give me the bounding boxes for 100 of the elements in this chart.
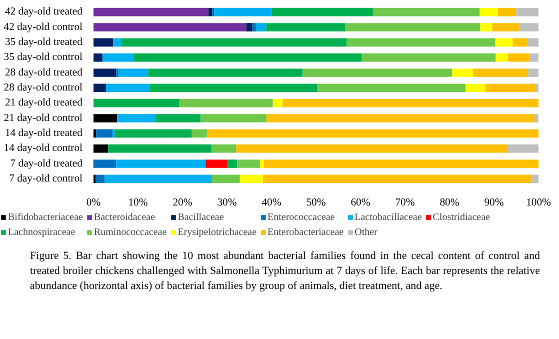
bar [102, 53, 134, 62]
bar [94, 53, 102, 62]
y-tick-label: 14 day-old control [4, 143, 83, 154]
bar [519, 23, 538, 32]
bar [94, 68, 116, 77]
bar [498, 8, 516, 16]
bar [534, 114, 538, 122]
y-tick-label: 28 day-old treated [4, 67, 84, 78]
bar [94, 23, 246, 32]
legend-label: Bacteroidaceae [94, 211, 156, 223]
bar [362, 53, 496, 62]
caption: Figure 5. Bar chart showing the 10 most abundant bacterial families found in the cecal content of control and treated broiler chickens challenged with Salmonella Typhimurium at 7 days of life. Each bar represents the relative abundance (horizontal axis) of bacterial families by group of animals, diet treatment, and age. [30, 249, 540, 294]
bar [155, 114, 201, 122]
bar [302, 68, 452, 77]
legend-label: Erysipelotrichaceae [178, 226, 257, 238]
bar [113, 38, 122, 47]
y-tick-label: 7 day-old control [9, 173, 83, 184]
bar [214, 8, 272, 16]
bar [96, 129, 113, 138]
bar [535, 84, 538, 92]
legend-label: Bifidobacteriaceae [8, 211, 83, 223]
legend-label: Ruminococcaceae [94, 226, 167, 238]
bar [206, 129, 538, 138]
bar [94, 98, 180, 108]
bar [263, 174, 532, 184]
bar [506, 144, 538, 153]
bar [256, 23, 266, 32]
bar [240, 174, 264, 184]
x-tick-label: 40% [262, 198, 282, 208]
bar [108, 144, 212, 153]
bar [252, 23, 256, 32]
y-tick-label: 35 day-old control [4, 52, 83, 64]
bar [148, 68, 303, 77]
legend-label: Lactobacillaceae [354, 211, 422, 223]
legend-label: Enterococcaceae [268, 211, 335, 223]
bar [529, 53, 538, 62]
legend-label: Enterobacteriaceae [268, 226, 344, 238]
x-tick-label: 80% [440, 198, 460, 208]
bar [114, 129, 192, 138]
bar [452, 68, 474, 77]
y-tick-label: 35 day-old treated [4, 36, 84, 48]
bar [480, 23, 492, 32]
x-tick-label: 90% [484, 198, 504, 208]
bar [208, 8, 212, 16]
bar [496, 53, 508, 62]
bar [179, 98, 273, 108]
bar [372, 8, 480, 16]
y-tick-label: 7 day-old treated [10, 158, 84, 170]
bar [266, 114, 534, 122]
bar [512, 38, 528, 47]
bar [508, 53, 530, 62]
bar [212, 174, 240, 184]
y-tick-label: 42 day-old control [4, 22, 83, 33]
bar [94, 8, 208, 16]
x-tick-label: 10% [128, 198, 148, 208]
bar [272, 8, 373, 16]
y-tick-label: 14 day-old treated [4, 128, 84, 139]
bar [106, 84, 150, 92]
legend-label: Bacillaceae [178, 211, 224, 223]
x-tick-label: 20% [172, 198, 192, 208]
bar [116, 160, 206, 168]
legend-label: Other [354, 226, 378, 238]
bar [528, 68, 538, 77]
bar [150, 84, 318, 92]
y-tick-label: 21 day-old treated [4, 98, 84, 109]
y-tick-label: 21 day-old control [4, 112, 83, 124]
bar [485, 84, 536, 92]
bar [495, 38, 513, 47]
bar [264, 160, 538, 168]
bar [94, 129, 96, 138]
x-tick-label: 70% [395, 198, 415, 208]
legend-label: Lachnospiraceae [8, 226, 76, 238]
bar [236, 144, 507, 153]
bar [117, 114, 156, 122]
bar [528, 38, 538, 47]
bar [94, 144, 108, 153]
bar [192, 129, 207, 138]
x-tick-label: 0% [86, 198, 101, 208]
bar [122, 38, 347, 47]
bar [246, 23, 252, 32]
bar [104, 174, 212, 184]
bar [473, 68, 528, 77]
x-tick-label: 50% [306, 198, 326, 208]
x-tick-label: 100% [526, 198, 552, 208]
bar [237, 160, 260, 168]
bar [492, 23, 520, 32]
bar [317, 84, 466, 92]
bar [94, 38, 114, 47]
bar [466, 84, 486, 92]
bar [531, 174, 538, 184]
bar [118, 68, 148, 77]
bar [227, 160, 238, 168]
bar [516, 8, 538, 16]
y-tick-label: 28 day-old control [4, 82, 83, 94]
bar [206, 160, 227, 168]
bar [282, 98, 538, 108]
legend-label: Clostridiaceae [432, 211, 490, 223]
bar [200, 114, 267, 122]
bar [346, 38, 496, 47]
x-tick-label: 60% [350, 198, 370, 208]
